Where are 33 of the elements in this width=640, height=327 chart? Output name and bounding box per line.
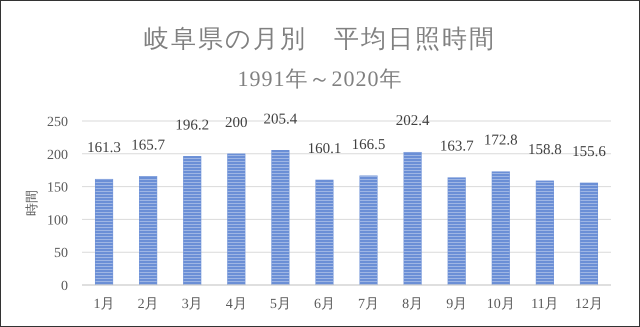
data-label: 205.4 xyxy=(264,111,298,128)
y-axis-title: 時間 xyxy=(24,190,39,216)
data-label: 163.7 xyxy=(440,138,474,155)
data-label: 200 xyxy=(225,114,248,131)
x-tick-label: 5月 xyxy=(270,297,291,312)
x-tick-label: 11月 xyxy=(531,297,559,312)
data-label: 202.4 xyxy=(396,113,430,130)
data-label: 172.8 xyxy=(484,132,518,149)
chart-subtitle: 1991年～2020年 xyxy=(238,66,402,91)
chart-title: 岐阜県の月別 平均日照時間 xyxy=(144,26,496,53)
y-tick-label: 250 xyxy=(47,115,68,130)
x-tick-label: 2月 xyxy=(138,297,159,312)
x-tick-label: 12月 xyxy=(574,297,603,312)
y-tick-label: 200 xyxy=(47,148,68,163)
x-tick-label: 4月 xyxy=(226,297,247,312)
data-label: 165.7 xyxy=(131,137,166,154)
y-tick-label: 150 xyxy=(47,180,68,196)
y-tick-label: 0 xyxy=(61,279,68,294)
data-label: 155.6 xyxy=(572,144,606,160)
data-label: 160.1 xyxy=(308,140,342,157)
y-tick-label: 100 xyxy=(47,213,68,228)
x-tick-label: 8月 xyxy=(402,297,424,312)
data-label: 161.3 xyxy=(87,140,121,156)
data-label: 166.5 xyxy=(352,136,386,153)
y-tick-label: 50 xyxy=(54,246,68,262)
x-tick-label: 6月 xyxy=(314,297,335,312)
x-tick-label: 9月 xyxy=(446,297,468,312)
x-tick-label: 10月 xyxy=(486,297,515,312)
x-tick-label: 3月 xyxy=(182,297,203,312)
x-tick-label: 7月 xyxy=(358,297,380,312)
data-label: 158.8 xyxy=(528,142,562,158)
data-label: 196.2 xyxy=(175,117,210,134)
x-tick-label: 1月 xyxy=(94,297,115,312)
